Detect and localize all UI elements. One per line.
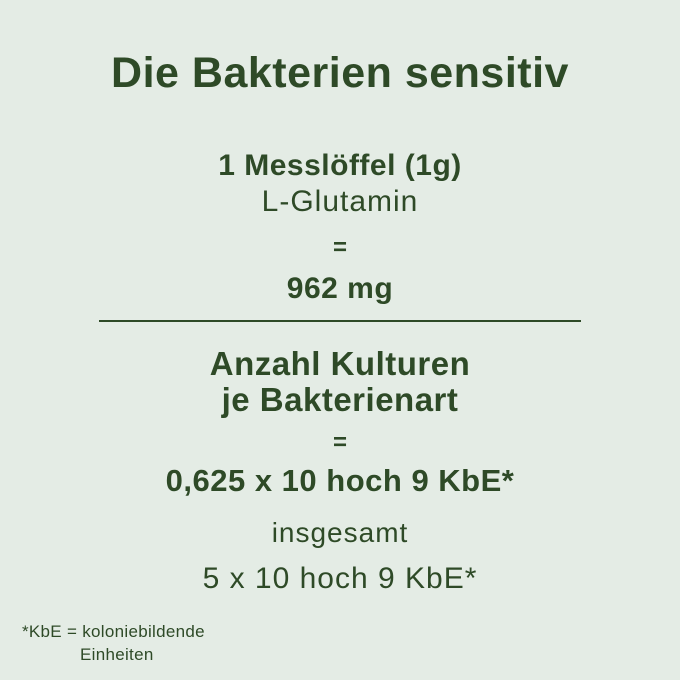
section-divider (99, 319, 581, 322)
dosage-value: 962 mg (286, 271, 394, 305)
cultures-heading-line1: Anzahl Kulturen (209, 344, 471, 382)
footnote-line2: Einheiten (80, 644, 154, 664)
cultures-equals-sign: = (332, 428, 347, 456)
dosage-equals-sign: = (332, 234, 347, 262)
dosage-substance-line: L-Glutamin (261, 185, 419, 219)
footnote-line1: *KbE = koloniebildende (22, 622, 205, 641)
cultures-total-value: 5 x 10 hoch 9 KbE* (202, 562, 478, 596)
footnote: *KbE = koloniebildende Einheiten (22, 621, 205, 667)
cultures-total-label: insgesamt (271, 517, 409, 549)
cultures-heading-line2: je Bakterienart (221, 381, 459, 419)
content-stack: Die Bakterien sensitiv 1 Messlöffel (1g)… (99, 49, 581, 596)
cultures-per-strain-value: 0,625 x 10 hoch 9 KbE* (165, 463, 515, 499)
dosage-scoop-line: 1 Messlöffel (1g) (218, 149, 462, 183)
page-title: Die Bakterien sensitiv (111, 49, 569, 97)
